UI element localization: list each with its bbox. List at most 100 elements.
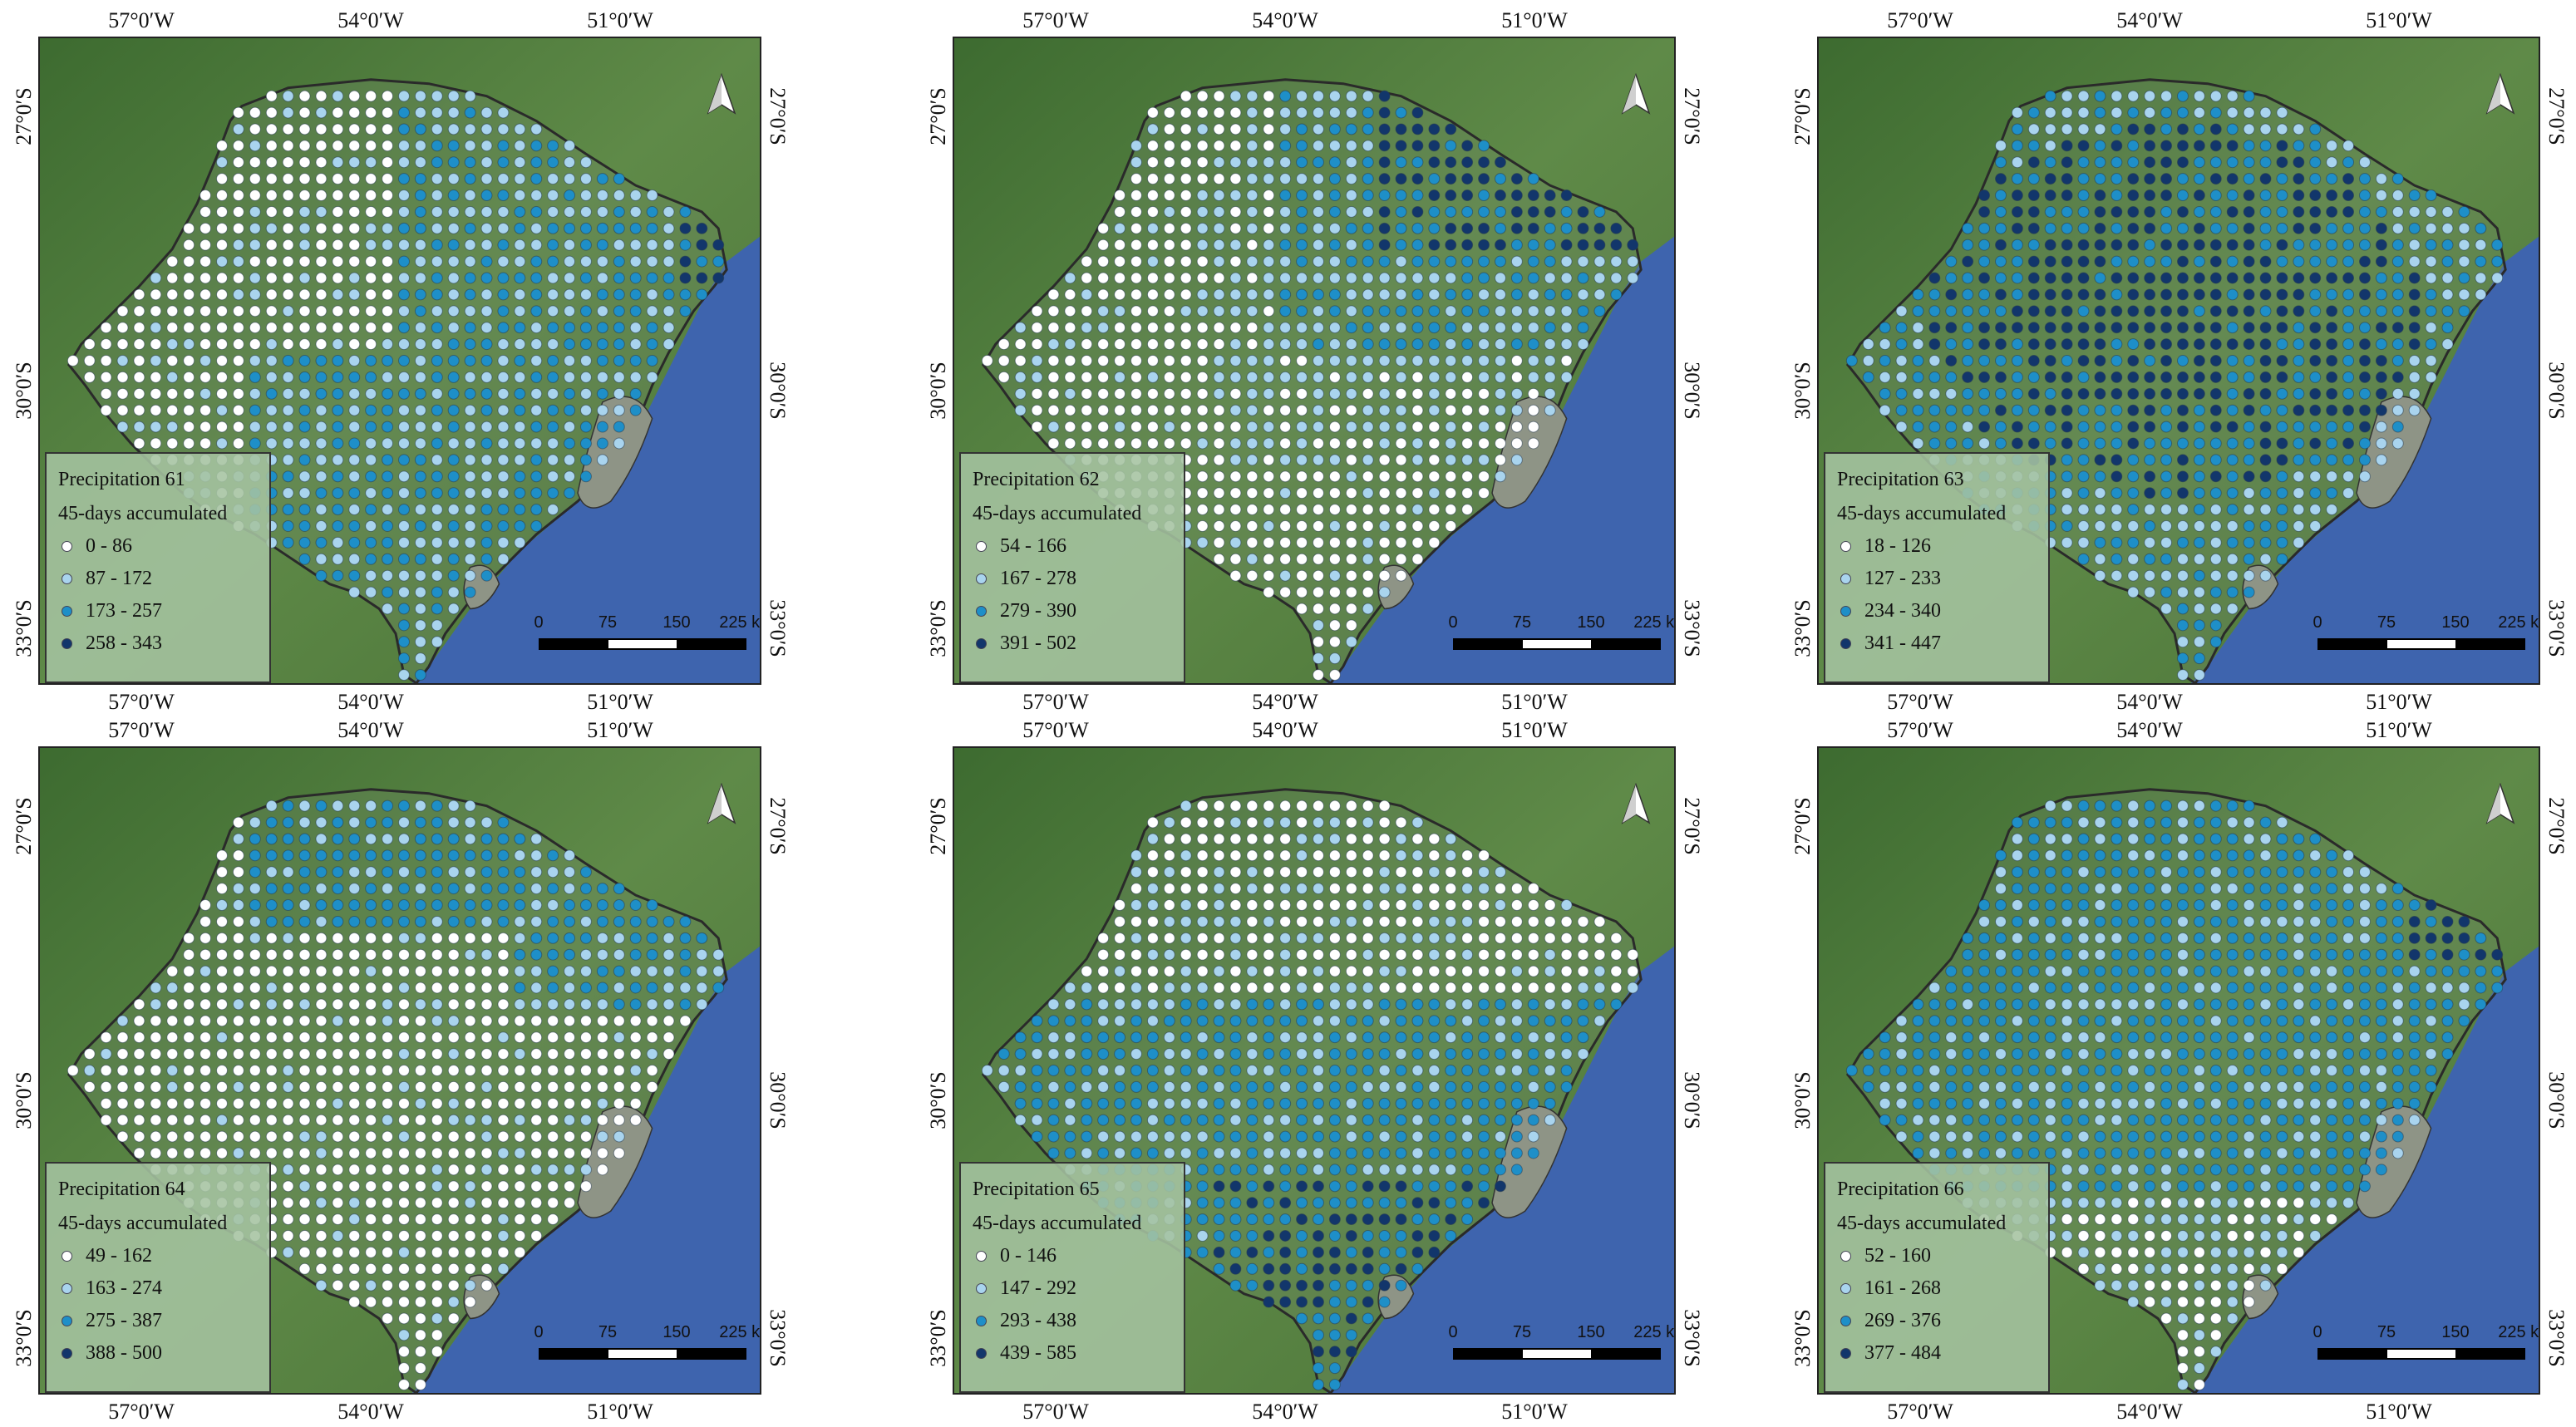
station-point bbox=[1362, 982, 1374, 994]
station-point bbox=[1978, 305, 1991, 317]
station-point bbox=[2094, 305, 2106, 317]
station-point bbox=[1328, 800, 1341, 812]
station-point bbox=[1928, 338, 1941, 351]
station-point bbox=[1328, 1230, 1341, 1242]
station-point bbox=[1328, 1180, 1341, 1193]
station-point bbox=[183, 1130, 195, 1143]
station-point bbox=[1328, 322, 1341, 334]
station-point bbox=[530, 239, 543, 251]
station-point bbox=[547, 272, 559, 284]
station-point bbox=[2243, 189, 2255, 201]
station-point bbox=[2358, 355, 2371, 367]
station-point bbox=[1229, 915, 1242, 928]
legend-range: 173 - 257 bbox=[86, 600, 162, 622]
station-point bbox=[2441, 982, 2454, 994]
station-point bbox=[2144, 1130, 2156, 1143]
station-point bbox=[2226, 189, 2239, 201]
station-point bbox=[1478, 1015, 1490, 1027]
station-point bbox=[464, 1147, 476, 1159]
station-point bbox=[2375, 255, 2387, 268]
station-point bbox=[1130, 982, 1142, 994]
station-point bbox=[2011, 1065, 2023, 1076]
station-point bbox=[480, 816, 493, 829]
station-point bbox=[1130, 305, 1142, 317]
ocean bbox=[2190, 946, 2539, 1393]
station-point bbox=[365, 866, 377, 878]
station-point bbox=[464, 288, 476, 301]
station-point bbox=[1328, 932, 1341, 944]
station-point bbox=[2077, 470, 2090, 483]
station-point bbox=[997, 1065, 1010, 1076]
station-point bbox=[414, 586, 426, 598]
station-point bbox=[2127, 239, 2140, 251]
station-point bbox=[1014, 404, 1027, 416]
station-point bbox=[2358, 998, 2371, 1011]
station-point bbox=[2177, 173, 2189, 185]
station-point bbox=[1163, 965, 1175, 977]
station-point bbox=[2293, 387, 2305, 400]
station-point bbox=[1345, 619, 1357, 632]
station-point bbox=[199, 305, 212, 317]
station-point bbox=[579, 255, 592, 268]
station-point bbox=[2309, 371, 2322, 383]
station-point bbox=[2193, 487, 2205, 499]
station-point bbox=[2027, 883, 2040, 895]
station-point bbox=[249, 156, 261, 169]
station-point bbox=[497, 255, 510, 268]
station-point bbox=[1428, 173, 1441, 185]
station-point bbox=[1296, 816, 1308, 829]
legend-range: 439 - 585 bbox=[1000, 1342, 1076, 1364]
station-point bbox=[1163, 437, 1175, 450]
station-point bbox=[2259, 536, 2272, 549]
station-point bbox=[629, 1097, 642, 1110]
satellite-map bbox=[40, 748, 760, 1393]
station-point bbox=[2160, 437, 2173, 450]
station-point bbox=[365, 487, 377, 499]
station-point bbox=[2391, 1097, 2404, 1110]
station-point bbox=[613, 371, 625, 383]
station-point bbox=[1395, 520, 1407, 532]
station-point bbox=[1313, 866, 1324, 878]
station-point bbox=[2391, 371, 2404, 383]
station-point bbox=[2111, 173, 2123, 185]
lat-label-left: 27°0′S bbox=[1790, 87, 1815, 145]
station-point bbox=[2144, 222, 2156, 234]
station-point bbox=[547, 371, 559, 383]
station-point bbox=[1577, 932, 1589, 944]
station-point bbox=[1995, 1065, 2007, 1076]
station-point bbox=[199, 222, 212, 234]
station-point bbox=[1445, 504, 1457, 516]
station-point bbox=[232, 322, 244, 334]
station-point bbox=[1064, 1080, 1076, 1093]
station-point bbox=[348, 1114, 361, 1126]
station-point bbox=[1395, 998, 1407, 1011]
station-point bbox=[166, 982, 179, 994]
station-point bbox=[1494, 883, 1506, 895]
station-point bbox=[315, 140, 328, 152]
station-point bbox=[1478, 173, 1490, 185]
station-point bbox=[249, 1080, 261, 1093]
station-point bbox=[679, 982, 692, 994]
station-point bbox=[398, 833, 410, 845]
station-point bbox=[2111, 305, 2123, 317]
station-point bbox=[1163, 948, 1175, 961]
station-point bbox=[183, 222, 195, 234]
station-point bbox=[414, 371, 426, 383]
station-point bbox=[2293, 833, 2305, 845]
station-point bbox=[1313, 883, 1324, 895]
legend-swatch bbox=[62, 1316, 72, 1326]
station-point bbox=[579, 454, 592, 466]
station-point bbox=[166, 272, 179, 284]
station-point bbox=[2408, 239, 2421, 251]
station-point bbox=[1313, 849, 1324, 862]
station-point bbox=[382, 948, 394, 961]
station-point bbox=[2209, 470, 2222, 483]
station-point bbox=[1362, 371, 1374, 383]
station-point bbox=[1461, 504, 1474, 516]
station-point bbox=[431, 1296, 443, 1308]
station-point bbox=[1945, 1080, 1958, 1093]
station-point bbox=[1097, 371, 1110, 383]
station-point bbox=[1378, 338, 1391, 351]
lon-label-top: 57°0′W bbox=[1022, 718, 1089, 742]
station-point bbox=[431, 288, 443, 301]
